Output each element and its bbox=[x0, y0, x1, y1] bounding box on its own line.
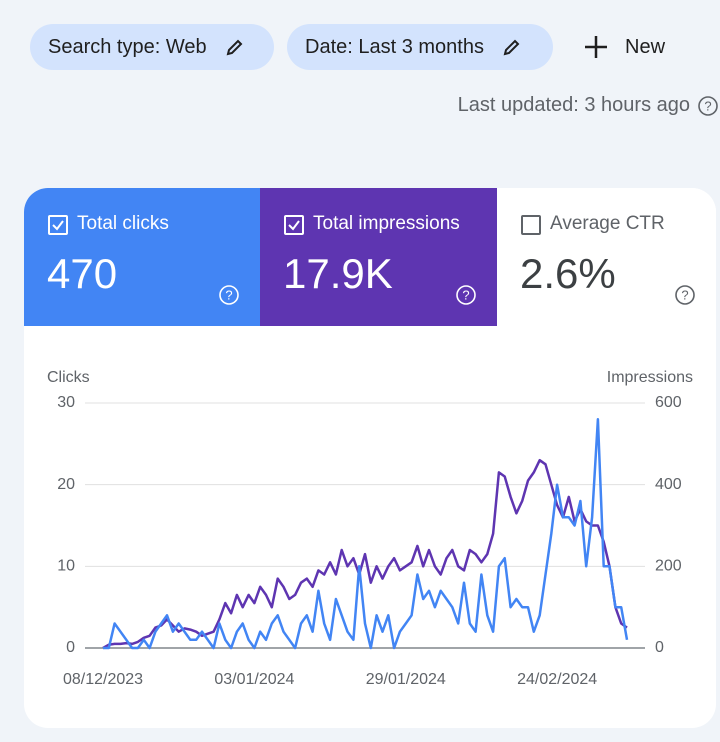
help-circle: ? bbox=[219, 285, 239, 305]
y-tick-label: 0 bbox=[66, 639, 75, 656]
filter-chip[interactable]: Date: Last 3 months bbox=[287, 24, 553, 70]
help-icon: ? bbox=[218, 284, 240, 311]
y-axis-title: Clicks bbox=[47, 369, 90, 386]
help-circle: ? bbox=[456, 285, 476, 305]
x-tick-label: 03/01/2024 bbox=[214, 671, 294, 688]
check-mark bbox=[288, 220, 300, 231]
edit-icon bbox=[226, 39, 243, 56]
y2-axis-title: Impressions bbox=[607, 369, 693, 386]
svg-text:?: ? bbox=[225, 287, 232, 302]
y-tick-label: 20 bbox=[57, 476, 75, 493]
metric-label: Total impressions bbox=[313, 213, 460, 234]
metric-value: 2.6% bbox=[520, 250, 616, 297]
y-tick-label: 30 bbox=[57, 394, 75, 411]
plus-icon bbox=[585, 36, 607, 58]
metric-tile[interactable]: Total clicks 470? bbox=[24, 188, 260, 326]
new-button[interactable]: New bbox=[583, 34, 665, 60]
metric-value: 470 bbox=[47, 250, 118, 297]
svg-text:?: ? bbox=[681, 287, 688, 302]
svg-text:?: ? bbox=[462, 287, 469, 302]
y-tick-label: 10 bbox=[57, 558, 75, 575]
filter-label: Date: Last 3 months bbox=[305, 35, 484, 58]
metric-label: Total clicks bbox=[77, 213, 169, 234]
help-icon: ? bbox=[674, 284, 696, 311]
metric-tile[interactable]: Total impressions 17.9K? bbox=[260, 188, 497, 326]
x-tick-label: 29/01/2024 bbox=[366, 671, 446, 688]
new-label: New bbox=[625, 35, 666, 58]
checkbox bbox=[284, 215, 304, 235]
filter-label: Search type: Web bbox=[48, 35, 207, 58]
help-icon[interactable]: ? bbox=[697, 95, 719, 117]
metric-value: 17.9K bbox=[283, 250, 393, 297]
checkbox bbox=[521, 215, 541, 235]
y2-tick-label: 400 bbox=[655, 476, 682, 493]
help-circle: ? bbox=[675, 285, 695, 305]
edit-icon bbox=[503, 39, 520, 56]
performance-card: Clicks Impressions 0 10 20 30 0 200 400 600 08/12/… bbox=[24, 188, 716, 728]
x-tick-label: 24/02/2024 bbox=[517, 671, 597, 688]
series-line bbox=[102, 458, 628, 650]
chart: Clicks Impressions 0 10 20 30 0 200 400 600 08/12/… bbox=[47, 369, 693, 688]
metric-tile[interactable]: Average CTR 2.6%? bbox=[497, 188, 716, 326]
metric-label: Average CTR bbox=[550, 213, 665, 234]
help-icon: ? bbox=[455, 284, 477, 311]
x-tick-label: 08/12/2023 bbox=[63, 671, 143, 688]
svg-text:?: ? bbox=[704, 98, 711, 113]
y2-tick-label: 600 bbox=[655, 394, 682, 411]
y2-tick-label: 200 bbox=[655, 558, 682, 575]
y2-tick-label: 0 bbox=[655, 639, 664, 656]
check-mark bbox=[52, 220, 64, 231]
last-updated: Last updated: 3 hours ago bbox=[457, 94, 690, 116]
series-line bbox=[103, 418, 629, 650]
checkbox bbox=[48, 215, 68, 235]
filter-chip[interactable]: Search type: Web bbox=[30, 24, 274, 70]
